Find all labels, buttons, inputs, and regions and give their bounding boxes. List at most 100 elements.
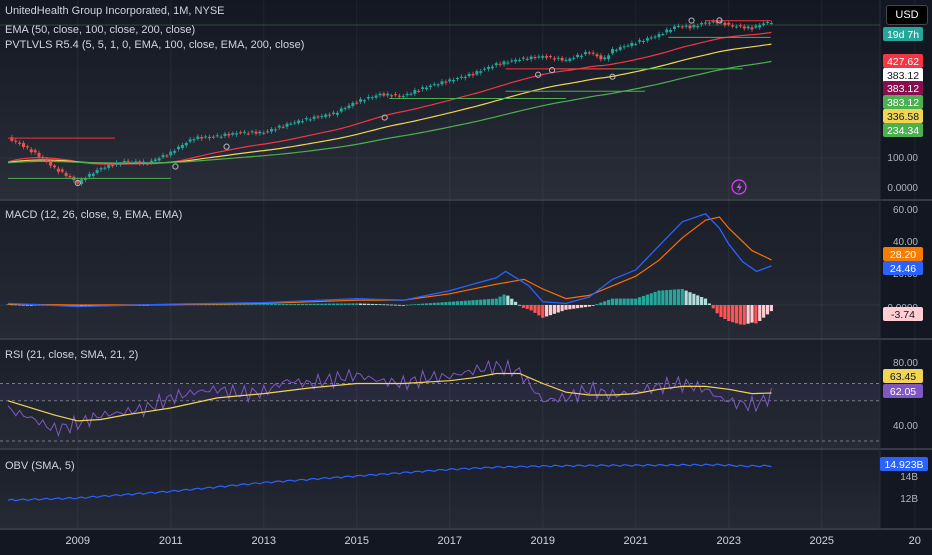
candle-down[interactable] [560,57,564,61]
candle-up[interactable] [169,151,173,156]
symbol-title[interactable]: UnitedHealth Group Incorporated, 1M, NYS… [5,5,225,17]
candle-up[interactable] [142,161,146,164]
candle-up[interactable] [626,45,630,47]
candle-up[interactable] [95,170,99,173]
candle-up[interactable] [583,52,587,55]
candle-up[interactable] [459,76,463,78]
ema-50-line[interactable] [7,31,772,165]
price-pane[interactable] [0,17,880,195]
candle-up[interactable] [370,97,374,99]
candle-up[interactable] [669,30,673,32]
candle-up[interactable] [494,63,498,66]
candle-up[interactable] [343,107,347,109]
candle-down[interactable] [14,140,18,142]
candle-down[interactable] [394,94,397,96]
candle-up[interactable] [374,95,378,98]
candle-down[interactable] [471,74,475,76]
candle-down[interactable] [750,27,754,30]
candle-up[interactable] [425,87,428,90]
candle-up[interactable] [463,76,467,79]
candle-down[interactable] [591,52,595,54]
rsi-legend[interactable]: RSI (21, close, SMA, 21, 2) [5,349,139,361]
candle-up[interactable] [707,22,711,24]
candle-up[interactable] [518,59,521,61]
candle-down[interactable] [18,142,22,144]
candle-up[interactable] [359,99,363,102]
candle-up[interactable] [134,161,138,163]
candle-down[interactable] [390,95,394,97]
candle-up[interactable] [266,131,270,133]
candle-up[interactable] [432,84,436,86]
candle-up[interactable] [177,146,180,150]
candle-up[interactable] [630,42,634,47]
rsi-sma-line[interactable] [7,372,772,422]
candle-down[interactable] [68,175,72,178]
candle-up[interactable] [242,131,246,133]
candle-down[interactable] [316,116,320,118]
candle-up[interactable] [405,93,409,96]
candle-down[interactable] [397,95,401,97]
candle-up[interactable] [541,56,545,58]
candle-up[interactable] [754,25,758,28]
candle-down[interactable] [549,56,552,58]
candle-up[interactable] [762,23,766,26]
candle-down[interactable] [688,25,692,29]
obv-legend[interactable]: OBV (SMA, 5) [5,460,75,472]
candle-up[interactable] [758,25,762,28]
candle-up[interactable] [320,116,324,118]
candle-down[interactable] [525,58,529,60]
candle-up[interactable] [657,34,661,38]
candle-up[interactable] [149,160,153,163]
candle-down[interactable] [731,25,735,27]
ema-200-line[interactable] [7,60,772,164]
candle-up[interactable] [208,136,211,139]
lightning-icon[interactable] [731,179,747,195]
candle-down[interactable] [33,150,37,153]
candle-up[interactable] [293,122,297,124]
candle-down[interactable] [56,168,60,172]
candle-up[interactable] [514,59,518,62]
candle-up[interactable] [378,93,382,96]
candle-up[interactable] [188,139,192,142]
candle-up[interactable] [386,93,390,96]
candle-up[interactable] [614,49,618,51]
candle-up[interactable] [192,139,196,141]
candle-down[interactable] [417,90,421,92]
candle-down[interactable] [533,57,537,59]
candle-up[interactable] [196,136,200,139]
candle-down[interactable] [227,133,231,136]
candle-up[interactable] [366,96,370,99]
candle-down[interactable] [29,149,33,153]
candle-down[interactable] [41,157,45,159]
candle-up[interactable] [347,105,351,109]
candle-down[interactable] [595,54,599,57]
candle-up[interactable] [339,108,343,112]
candle-up[interactable] [204,136,208,138]
candle-down[interactable] [111,165,115,167]
candle-up[interactable] [649,37,653,39]
candle-up[interactable] [304,117,308,120]
candle-up[interactable] [409,93,413,95]
candle-up[interactable] [301,121,304,123]
candle-down[interactable] [239,132,242,134]
candle-up[interactable] [161,155,165,158]
rsi-pane[interactable] [0,358,880,442]
candle-up[interactable] [308,119,312,121]
candle-up[interactable] [285,123,289,127]
candle-up[interactable] [332,112,335,114]
candle-up[interactable] [115,162,118,165]
candle-up[interactable] [250,131,254,133]
candle-up[interactable] [122,161,126,163]
candle-up[interactable] [87,173,91,177]
candle-down[interactable] [444,81,448,83]
candle-down[interactable] [742,26,746,29]
candle-up[interactable] [231,133,235,135]
candle-up[interactable] [638,40,642,42]
candle-up[interactable] [700,22,704,25]
candle-up[interactable] [475,71,479,75]
candle-up[interactable] [107,164,111,168]
candle-up[interactable] [506,62,510,64]
ema-legend[interactable]: EMA (50, close, 100, close, 200, close) [5,24,196,36]
candle-down[interactable] [200,137,204,139]
candle-up[interactable] [479,71,483,73]
